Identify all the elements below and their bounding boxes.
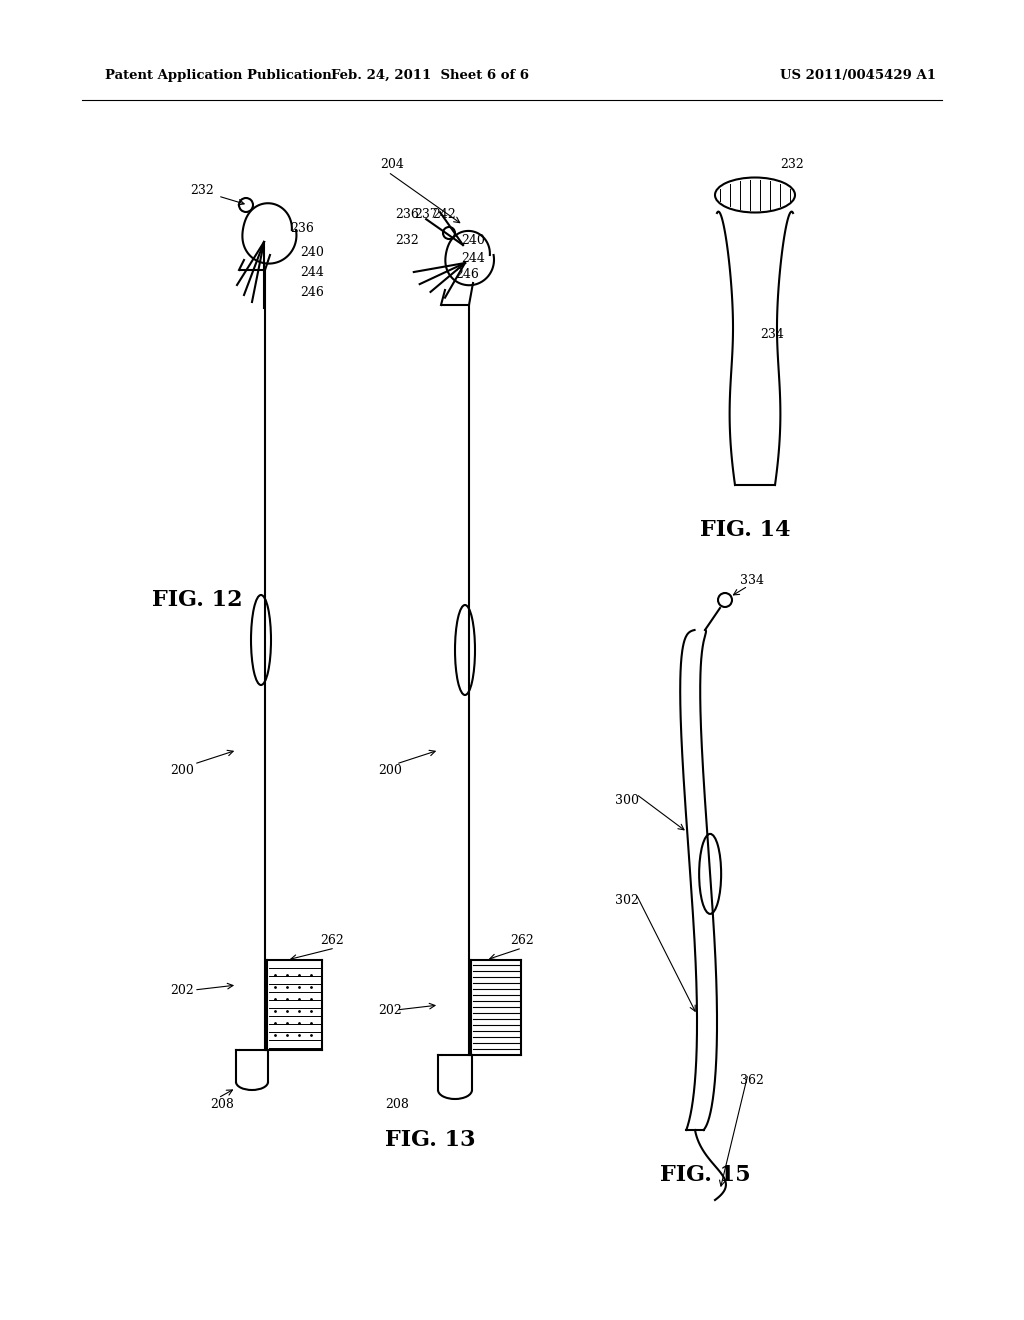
Text: 244: 244 bbox=[461, 252, 485, 264]
Text: 200: 200 bbox=[170, 763, 194, 776]
Text: FIG. 13: FIG. 13 bbox=[385, 1129, 475, 1151]
Text: 362: 362 bbox=[740, 1073, 764, 1086]
Text: FIG. 12: FIG. 12 bbox=[152, 589, 243, 611]
Text: 242: 242 bbox=[432, 209, 456, 222]
Text: 240: 240 bbox=[461, 234, 485, 247]
Text: 208: 208 bbox=[385, 1098, 409, 1111]
Text: 246: 246 bbox=[455, 268, 479, 281]
Text: 204: 204 bbox=[380, 158, 403, 172]
Text: 246: 246 bbox=[300, 286, 324, 300]
Text: 232: 232 bbox=[190, 183, 214, 197]
Text: 202: 202 bbox=[170, 983, 194, 997]
Text: Feb. 24, 2011  Sheet 6 of 6: Feb. 24, 2011 Sheet 6 of 6 bbox=[331, 69, 529, 82]
Text: 262: 262 bbox=[510, 933, 534, 946]
Text: 200: 200 bbox=[378, 763, 401, 776]
Text: 262: 262 bbox=[319, 933, 344, 946]
Text: 236: 236 bbox=[395, 209, 419, 222]
Text: 237: 237 bbox=[414, 209, 437, 222]
Text: 240: 240 bbox=[300, 247, 324, 260]
Text: 300: 300 bbox=[615, 793, 639, 807]
Text: 232: 232 bbox=[395, 234, 419, 247]
Text: FIG. 14: FIG. 14 bbox=[700, 519, 791, 541]
Text: FIG. 15: FIG. 15 bbox=[660, 1164, 751, 1185]
Text: 302: 302 bbox=[615, 894, 639, 907]
Text: US 2011/0045429 A1: US 2011/0045429 A1 bbox=[780, 69, 936, 82]
Text: Patent Application Publication: Patent Application Publication bbox=[105, 69, 332, 82]
Text: 234: 234 bbox=[760, 329, 784, 342]
Text: 202: 202 bbox=[378, 1003, 401, 1016]
Text: 236: 236 bbox=[290, 222, 314, 235]
Text: 232: 232 bbox=[780, 158, 804, 172]
Text: 334: 334 bbox=[740, 573, 764, 586]
Text: 208: 208 bbox=[210, 1098, 233, 1111]
Text: 244: 244 bbox=[300, 267, 324, 280]
